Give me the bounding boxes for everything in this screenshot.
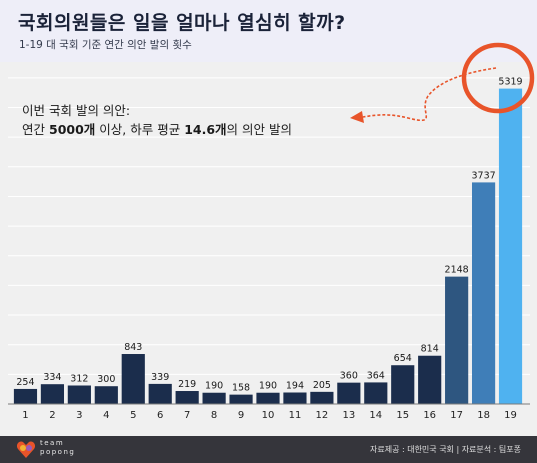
x-tick-label-7: 7 (184, 410, 190, 421)
x-tick-label-10: 10 (262, 410, 275, 421)
bar-15 (391, 365, 415, 404)
data-label-3: 312 (70, 373, 88, 384)
data-label-7: 219 (178, 379, 196, 390)
bar-10 (256, 392, 280, 404)
bar-14 (364, 382, 388, 404)
bar-17 (445, 276, 469, 404)
x-tick-label-3: 3 (76, 410, 82, 421)
x-tick-label-1: 1 (22, 410, 28, 421)
annotation-value-daily: 14.6개 (184, 122, 227, 137)
source-credits: 자료제공 : 대한민국 국회 | 자료분석 : 팀포퐁 (369, 445, 521, 454)
x-tick-label-18: 18 (477, 410, 490, 421)
x-tick-label-19: 19 (504, 410, 517, 421)
x-tick-label-16: 16 (423, 410, 436, 421)
annotation-value-yearly: 5000개 (49, 122, 96, 137)
x-tick-label-12: 12 (316, 410, 329, 421)
logo-line-1: team (40, 439, 65, 447)
data-label-13: 360 (340, 371, 358, 382)
data-label-15: 654 (394, 353, 412, 364)
annotation-mid: 이상, 하루 평균 (99, 122, 181, 137)
bars (13, 88, 523, 405)
x-tick-labels: 1 2 3 4 5 6 7 8 9 10 11 12 13 14 15 16 17 18 19 (22, 410, 517, 421)
bar-13 (337, 382, 361, 404)
bar-8 (202, 392, 226, 404)
data-label-11: 194 (286, 380, 304, 391)
annotation-line-2: 연간 5000개 이상, 하루 평균 14.6개의 의안 발의 (22, 120, 292, 139)
chart-subtitle: 1-19 대 국회 기준 연간 의안 발의 횟수 (19, 39, 192, 51)
bar-19 (498, 88, 523, 405)
bar-18 (471, 182, 496, 404)
highlight-circle (461, 42, 535, 114)
data-label-6: 339 (151, 372, 169, 383)
x-tick-label-2: 2 (49, 410, 55, 421)
data-label-1: 254 (16, 377, 34, 388)
data-labels: 254 334 312 300 843 339 219 190 158 190 194 205 360 3… (16, 77, 522, 394)
annotation-suffix: 의 의안 발의 (226, 122, 292, 137)
data-label-14: 364 (367, 370, 385, 381)
gridlines (8, 77, 530, 375)
data-label-8: 190 (205, 381, 223, 392)
data-label-4: 300 (97, 374, 115, 385)
bar-12 (310, 391, 334, 404)
bar-2 (40, 384, 65, 404)
x-tick-label-13: 13 (342, 410, 355, 421)
bar-9 (229, 394, 253, 404)
data-label-9: 158 (232, 383, 250, 394)
data-label-10: 190 (259, 381, 277, 392)
bar-5 (121, 354, 145, 404)
annotation-prefix: 연간 (22, 122, 46, 137)
x-tick-label-11: 11 (289, 410, 302, 421)
annotation-line-1: 이번 국회 발의 의안: (22, 103, 131, 118)
logo-line-2: popong (40, 448, 76, 456)
annotation-arrow (362, 67, 497, 122)
chart-title: 국회의원들은 일을 얼마나 열심히 할까? (18, 12, 346, 34)
x-tick-label-5: 5 (130, 410, 136, 421)
bar-11 (283, 392, 307, 404)
data-label-17: 2148 (445, 265, 469, 276)
bar-7 (175, 391, 199, 404)
data-label-12: 205 (313, 380, 331, 391)
x-tick-label-15: 15 (396, 410, 409, 421)
x-tick-label-9: 9 (238, 410, 244, 421)
bar-1 (13, 388, 38, 404)
bar-3 (67, 385, 91, 404)
data-label-5: 843 (124, 342, 142, 353)
x-tick-label-4: 4 (103, 410, 109, 421)
header-band: 국회의원들은 일을 얼마나 열심히 할까? 1-19 대 국회 기준 연간 의안… (0, 0, 537, 62)
x-tick-label-14: 14 (369, 410, 382, 421)
team-popong-logo-icon (16, 441, 36, 458)
x-tick-label-8: 8 (211, 410, 217, 421)
logo-text: team popong (40, 439, 75, 457)
arrow-head (350, 111, 364, 123)
annotation-text: 이번 국회 발의 의안: 연간 5000개 이상, 하루 평균 14.6개의 의… (22, 101, 292, 139)
bar-6 (148, 383, 172, 404)
data-label-16: 814 (421, 344, 439, 355)
bar-4 (94, 386, 118, 404)
x-tick-label-17: 17 (450, 410, 463, 421)
data-label-18: 3737 (471, 170, 495, 181)
x-tick-label-6: 6 (157, 410, 163, 421)
bar-16 (418, 355, 442, 404)
data-label-19: 5319 (498, 77, 522, 88)
footer-bar: team popong 자료제공 : 대한민국 국회 | 자료분석 : 팀포퐁 (0, 436, 537, 463)
data-label-2: 334 (43, 372, 61, 383)
